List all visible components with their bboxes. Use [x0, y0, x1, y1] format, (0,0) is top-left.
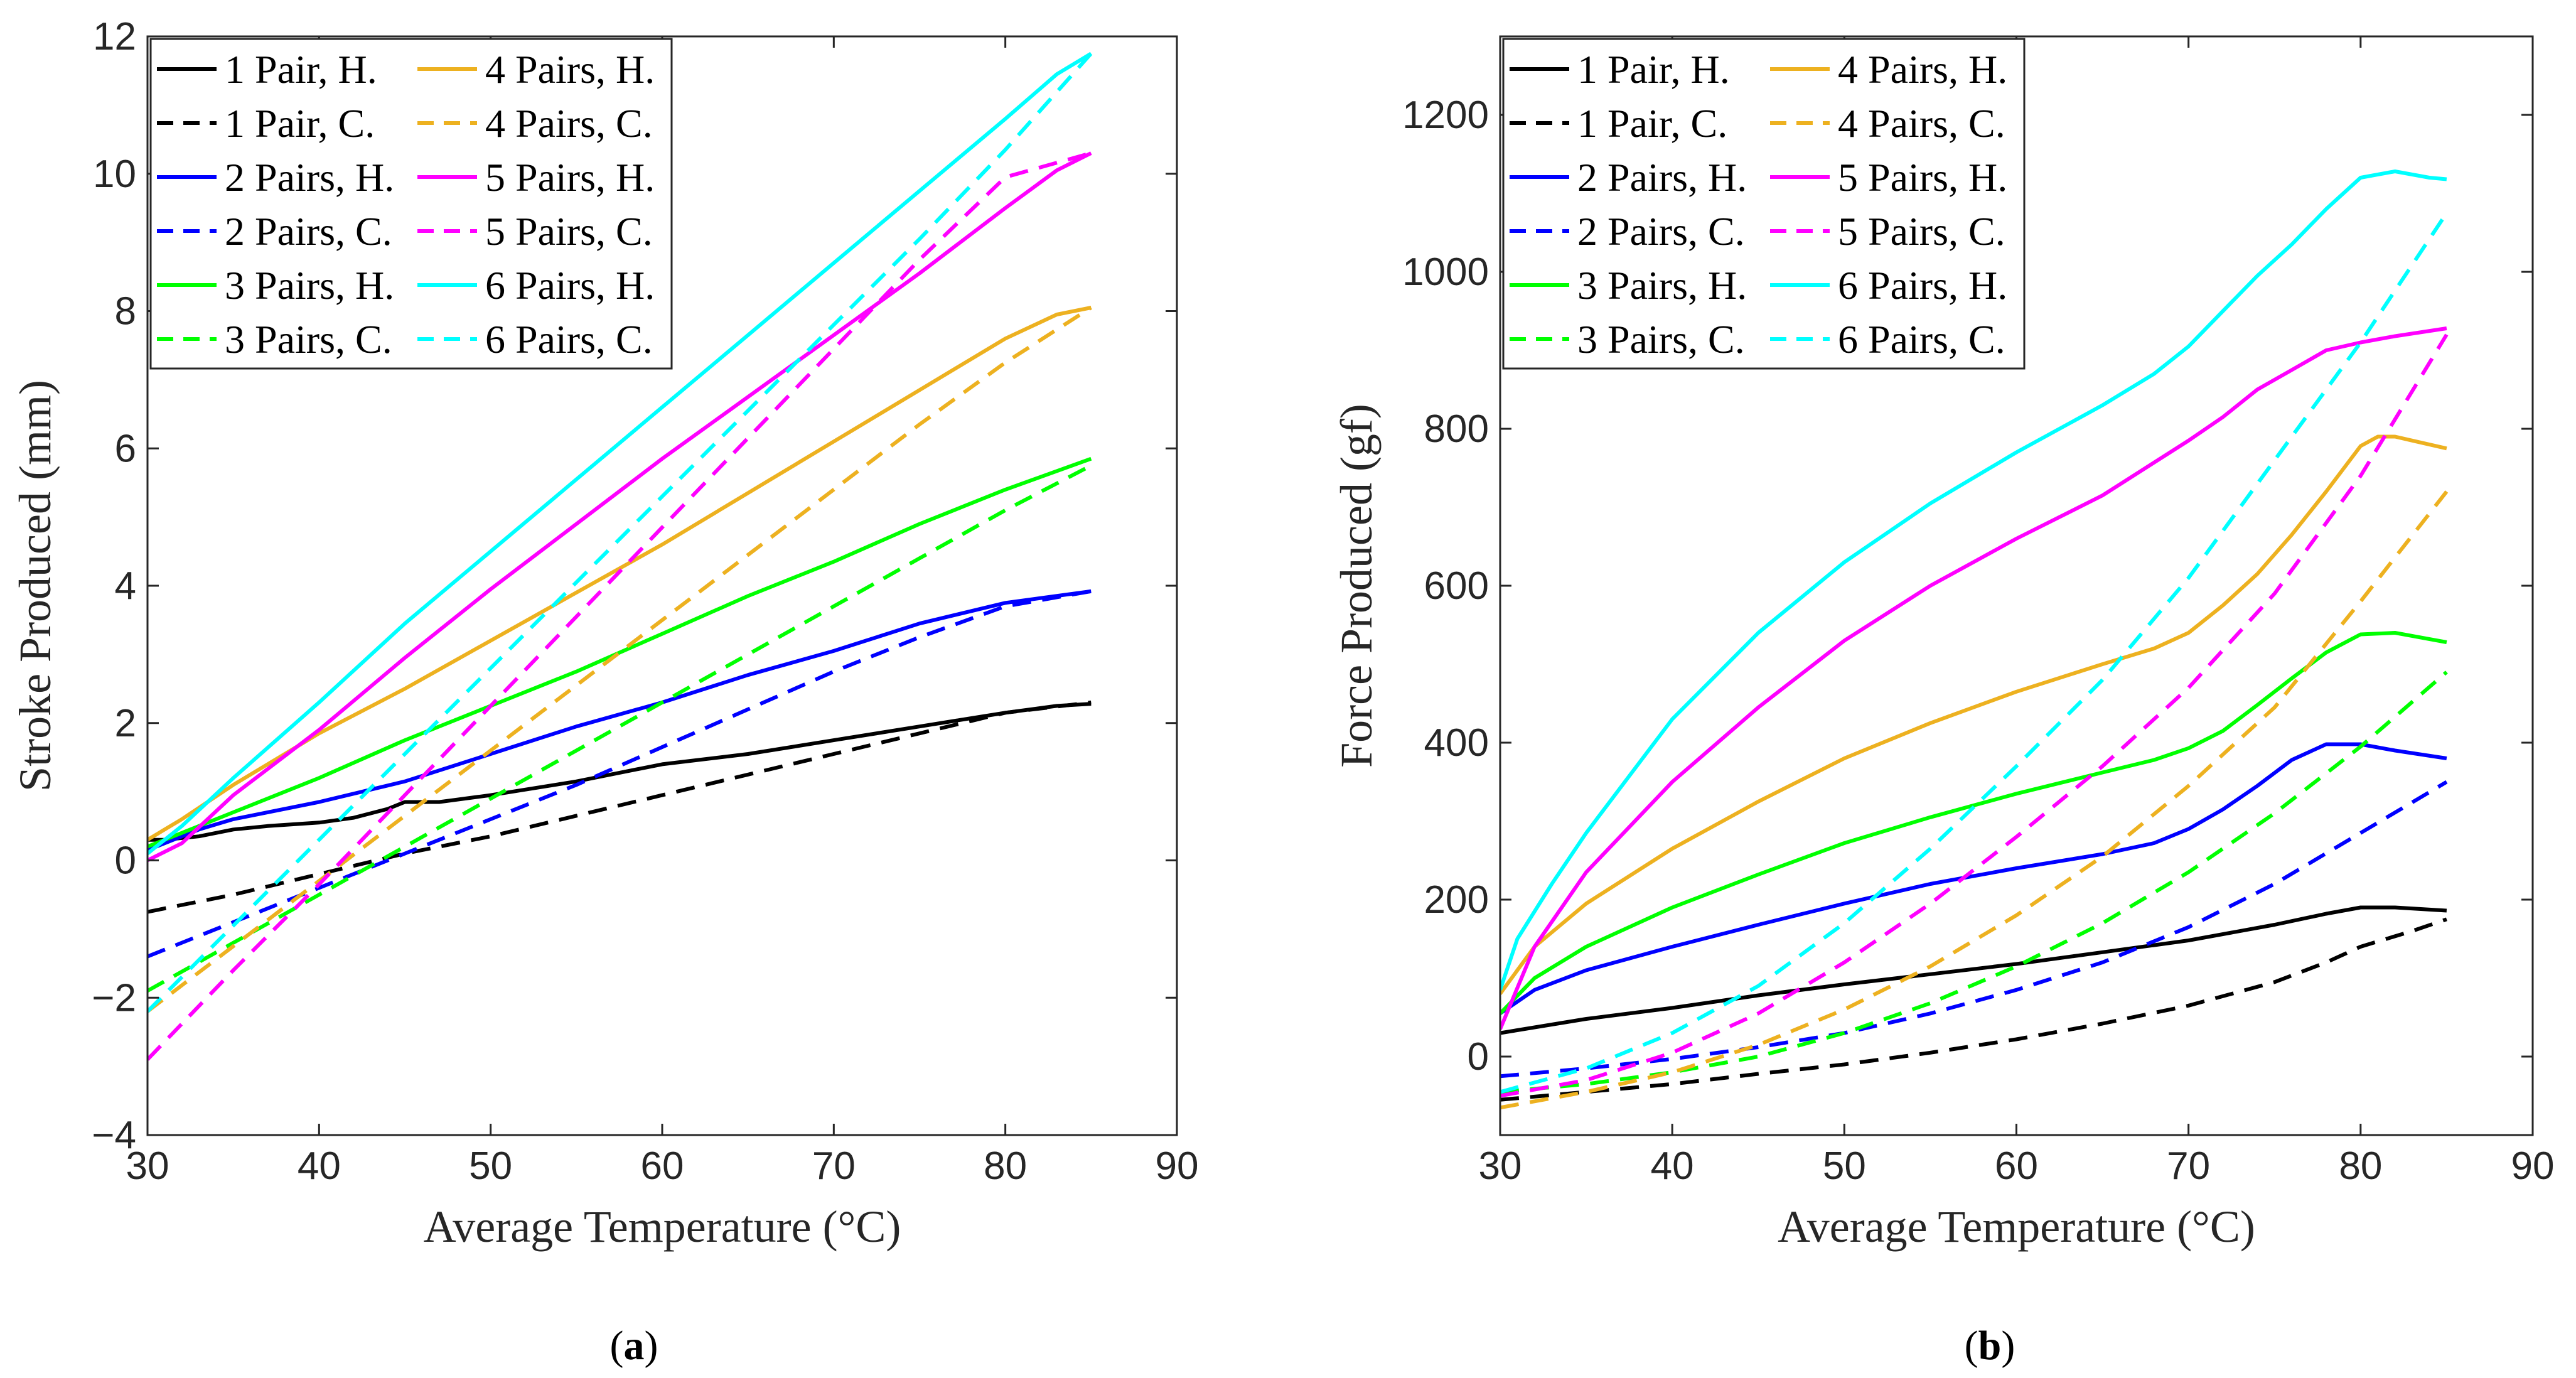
legend-label-3: 2 Pairs, H. [225, 155, 394, 200]
x-axis-label: Average Temperature (°C) [1778, 1202, 2255, 1252]
series-line-12 [148, 52, 1093, 1013]
y-tick-label: 4 [115, 564, 136, 608]
legend-label-12: 6 Pairs, C. [485, 317, 653, 362]
legend-label-1: 1 Pair, H. [225, 47, 377, 92]
series-line-1 [148, 702, 1092, 842]
y-tick-label: −4 [92, 1114, 136, 1157]
x-tick-label: 50 [1823, 1144, 1866, 1188]
series-line-2 [148, 700, 1092, 914]
x-tick-label: 30 [126, 1144, 169, 1188]
y-tick-label: 0 [1468, 1035, 1489, 1079]
y-tick-label: 1000 [1402, 250, 1489, 294]
y-tick-label: 1200 [1402, 94, 1489, 137]
legend-box [149, 38, 673, 370]
series-group [148, 51, 1093, 1061]
y-tick-label: 2 [115, 702, 136, 745]
legend-label-4: 2 Pairs, C. [225, 209, 392, 254]
y-tick-label: −2 [92, 976, 136, 1020]
series-line-4 [1500, 780, 2448, 1079]
x-tick-label: 70 [812, 1144, 856, 1188]
legend-label-8: 4 Pairs, C. [1838, 101, 2005, 146]
legend-label-1: 1 Pair, H. [1577, 47, 1730, 92]
legend-label-4: 2 Pairs, C. [1577, 209, 1745, 254]
y-axis-label: Force Produced (gf) [1331, 404, 1382, 768]
legend-label-3: 2 Pairs, H. [1577, 155, 1747, 200]
y-tick-label: 6 [115, 427, 136, 470]
series-line-11 [148, 51, 1092, 855]
x-tick-label: 90 [2511, 1144, 2555, 1188]
panel-a-caption: (a) [610, 1323, 658, 1369]
series-line-9 [1500, 326, 2447, 1030]
legend-label-12: 6 Pairs, C. [1838, 317, 2005, 362]
y-tick-label: 0 [115, 839, 136, 883]
y-tick-label: 200 [1424, 878, 1489, 922]
x-tick-label: 90 [1156, 1144, 1199, 1188]
legend-label-11: 6 Pairs, H. [1838, 263, 2007, 308]
legend-box [1502, 38, 2026, 370]
series-line-8 [1500, 490, 2449, 1110]
series-line-5 [148, 456, 1092, 849]
panel-a-chart: 30 40 50 60 70 80 90 −4 −2 0 2 4 6 8 10 12 Average Tempe… [10, 15, 1198, 1252]
series-line-10 [1500, 333, 2449, 1098]
legend-label-10: 5 Pairs, C. [1838, 209, 2005, 254]
x-tick-label: 60 [1995, 1144, 2038, 1188]
legend-label-10: 5 Pairs, C. [485, 209, 653, 254]
series-line-2 [1500, 917, 2447, 1102]
panel-a-caption-letter: a [624, 1323, 645, 1369]
legend-label-8: 4 Pairs, C. [485, 101, 653, 146]
legend: 1 Pair, H. 1 Pair, C. 2 Pairs, H. 2 Pairs, … [1502, 38, 2026, 370]
x-tick-label: 50 [469, 1144, 512, 1188]
panel-b-chart: 30 40 50 60 70 80 90 0 200 400 600 800 1000 1200 Avera… [1331, 35, 2555, 1252]
x-tick-label: 80 [2339, 1144, 2382, 1188]
series-line-9 [148, 151, 1092, 863]
legend-label-5: 3 Pairs, H. [225, 263, 394, 308]
x-tick-label: 70 [2167, 1144, 2210, 1188]
x-axis-label: Average Temperature (°C) [424, 1202, 901, 1252]
series-group [1500, 170, 2449, 1110]
series-line-11 [1500, 170, 2447, 991]
x-tick-label: 40 [1651, 1144, 1694, 1188]
legend-label-11: 6 Pairs, H. [485, 263, 655, 308]
legend-label-2: 1 Pair, C. [1577, 101, 1727, 146]
legend-label-9: 5 Pairs, H. [1838, 155, 2007, 200]
series-line-7 [148, 306, 1092, 842]
legend-label-7: 4 Pairs, H. [1838, 47, 2007, 92]
legend-label-7: 4 Pairs, H. [485, 47, 655, 92]
series-line-8 [148, 306, 1092, 1013]
y-tick-label: 800 [1424, 407, 1489, 451]
y-tick-label: 12 [93, 15, 136, 58]
series-line-3 [148, 589, 1092, 852]
series-line-1 [1500, 905, 2447, 1035]
y-tick-label: 600 [1424, 564, 1489, 608]
series-line-10 [148, 151, 1092, 1061]
x-tick-label: 40 [298, 1144, 341, 1188]
x-tick-label: 60 [641, 1144, 684, 1188]
legend-label-6: 3 Pairs, C. [225, 317, 392, 362]
legend-label-9: 5 Pairs, H. [485, 155, 655, 200]
legend-label-5: 3 Pairs, H. [1577, 263, 1747, 308]
y-axis-label: Stroke Produced (mm) [10, 380, 60, 792]
series-line-3 [1500, 742, 2447, 1015]
series-line-7 [1500, 434, 2447, 995]
x-tick-label: 80 [984, 1144, 1027, 1188]
y-tick-label: 400 [1424, 721, 1489, 765]
series-line-12 [1500, 212, 2449, 1094]
y-tick-label: 10 [93, 153, 136, 196]
panel-b-caption: (b) [1965, 1323, 2015, 1369]
y-tick-label: 8 [115, 290, 136, 333]
legend-label-2: 1 Pair, C. [225, 101, 375, 146]
panel-b-caption-letter: b [1978, 1323, 2002, 1369]
x-tick-label: 30 [1479, 1144, 1522, 1188]
legend: 1 Pair, H. 1 Pair, C. 2 Pairs, H. 2 Pairs, … [149, 38, 673, 370]
legend-label-6: 3 Pairs, C. [1577, 317, 1745, 362]
series-line-5 [1500, 631, 2447, 1015]
